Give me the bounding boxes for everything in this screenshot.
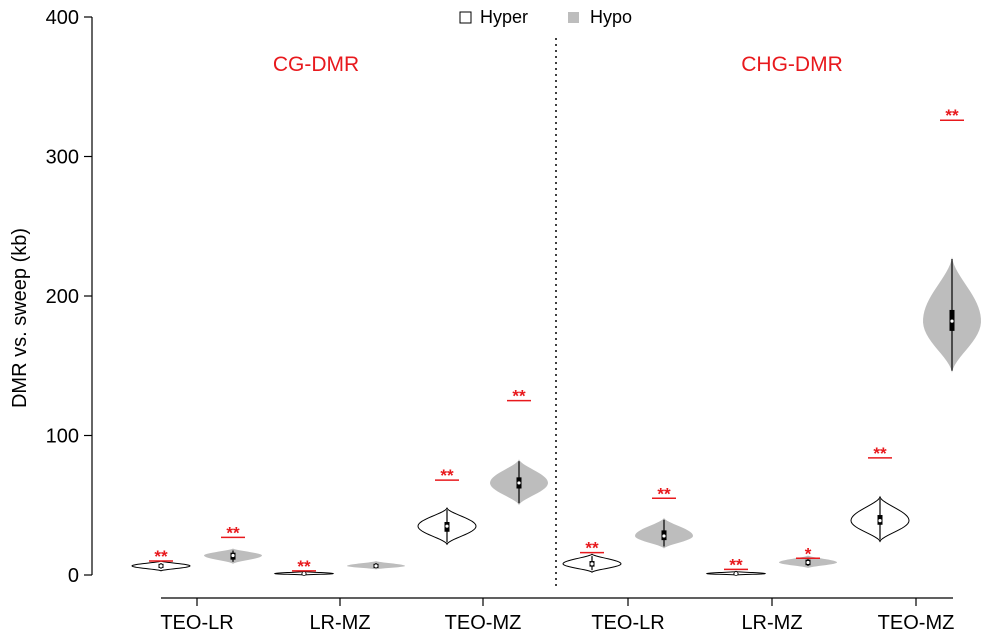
legend-hypo-label: Hypo [590,7,632,27]
significance-label: ** [154,547,168,566]
violin-median-dot [589,561,595,567]
violin-median-dot [877,518,883,523]
violin-median-dot [373,563,379,569]
significance-label: ** [226,523,240,542]
significance-label: * [805,544,812,563]
legend: Hyper Hypo [459,7,632,27]
significance-label: ** [297,557,311,576]
legend-hyper-swatch [459,11,472,24]
legend-hyper-label: Hyper [480,7,528,27]
panel-label-cg-dmr: CG-DMR [273,53,359,76]
violin-median-dot [733,571,739,577]
violin-median-dot [230,553,236,558]
y-tick-label: 0 [68,565,79,587]
violin-median-dot [949,318,955,324]
violin-median-dot [444,523,450,529]
violin-median-dot [661,533,667,539]
y-axis-title: DMR vs. sweep (kb) [9,228,31,408]
x-tick-label: TEO-LR [591,612,664,634]
significance-label: ** [657,484,671,503]
y-tick-label: 200 [46,286,79,308]
y-tick-label: 400 [46,7,79,29]
significance-label: ** [945,106,959,125]
significance-label: ** [729,555,743,574]
legend-hypo-swatch [568,12,579,23]
significance-marks: ********************* [149,106,964,576]
significance-label: ** [585,539,599,558]
violin-median-dot [805,560,811,565]
y-ticks: 0 100 200 300 400 [46,7,92,587]
significance-label: ** [512,387,526,406]
violin-median-dot [516,480,522,486]
panel-label-chg-dmr: CHG-DMR [741,53,842,76]
violin-median-dot [158,563,164,569]
violins [131,256,981,577]
x-tick-label: LR-MZ [309,612,370,634]
x-tick-label: TEO-LR [160,612,233,634]
violin-median-dot [301,571,307,577]
significance-label: ** [873,444,887,463]
significance-label: ** [440,466,454,485]
y-tick-label: 300 [46,147,79,169]
x-tick-label: TEO-MZ [878,612,955,634]
y-tick-label: 100 [46,426,79,448]
x-ticks: TEO-LR LR-MZ TEO-MZ TEO-LR LR-MZ TEO-MZ [160,598,954,634]
x-tick-label: TEO-MZ [445,612,522,634]
x-tick-label: LR-MZ [741,612,802,634]
